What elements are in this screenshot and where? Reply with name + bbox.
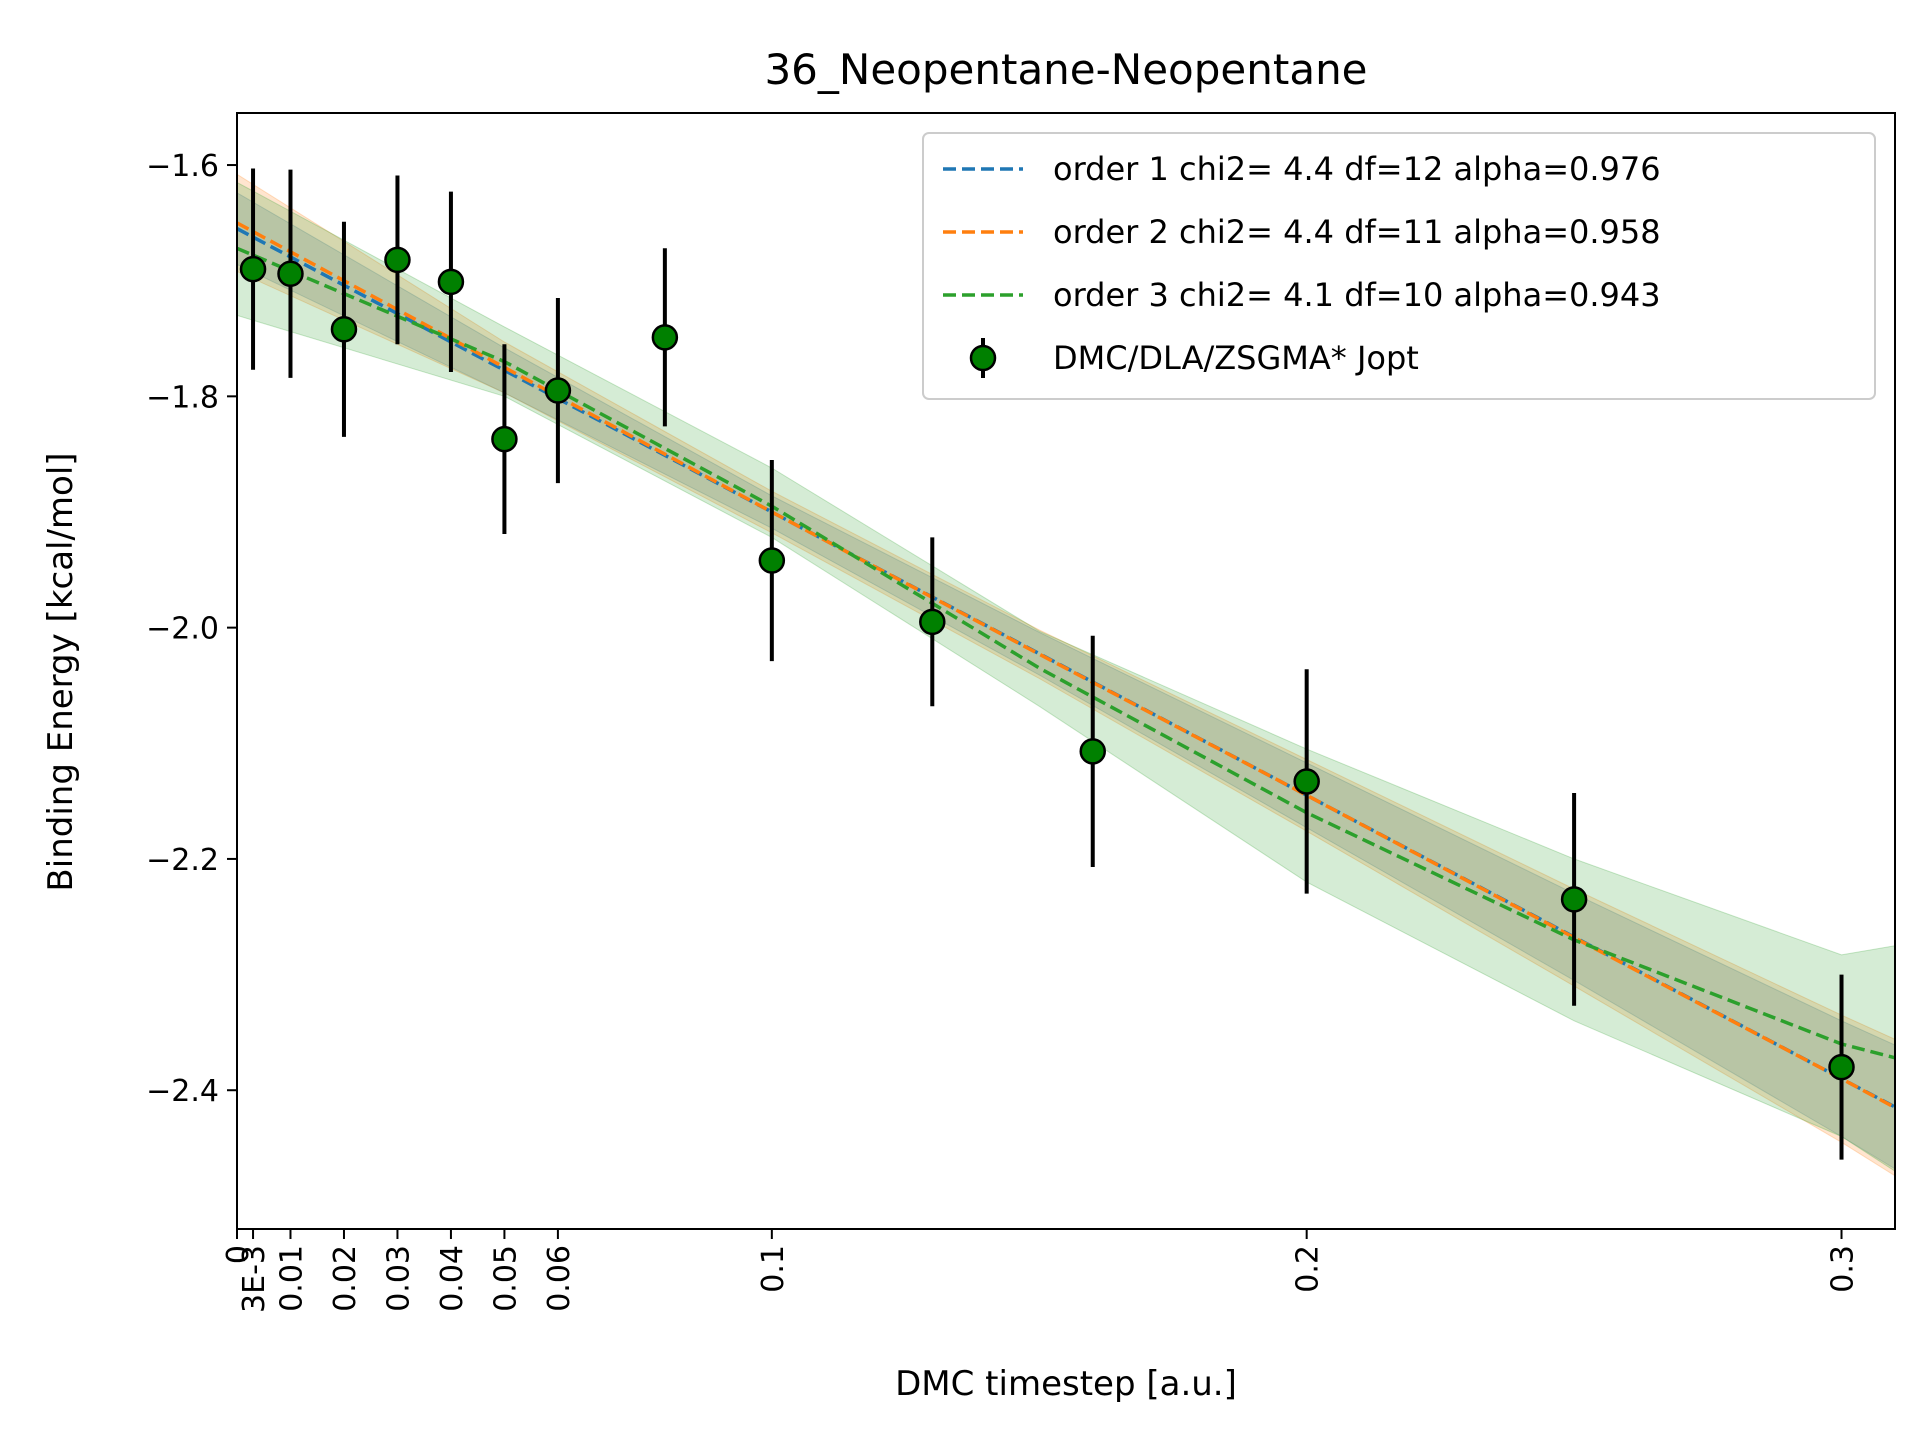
x-tick-label: 0.06 (542, 1245, 577, 1312)
x-tick-label: 0.04 (435, 1245, 470, 1312)
x-tick-label: 0.01 (275, 1245, 310, 1312)
x-tick-label: 0.05 (488, 1245, 523, 1312)
x-tick-label: 0 (221, 1245, 256, 1264)
chart-title: 36_Neopentane-Neopentane (764, 45, 1367, 94)
data-point (919, 608, 946, 636)
x-axis-label: DMC timestep [a.u.] (895, 1364, 1237, 1404)
plot-clip-group (237, 168, 1895, 1177)
fit-band-order-2 (237, 173, 1895, 1177)
x-tick-label: 0.2 (1291, 1245, 1326, 1293)
data-point (651, 324, 679, 351)
data-point (437, 268, 465, 296)
legend-swatch-marker (969, 344, 997, 372)
legend-label: order 3 chi2= 4.1 df=10 alpha=0.943 (1053, 276, 1661, 314)
legend-label: DMC/DLA/ZSGMA* Jopt (1053, 339, 1419, 377)
y-tick-label: −1.6 (146, 149, 219, 184)
legend-box (922, 132, 1876, 400)
data-point (384, 246, 411, 274)
fit-band-order-3 (237, 181, 1895, 1172)
data-point (491, 425, 518, 453)
x-tick-label: 0.1 (756, 1245, 791, 1293)
legend-label: order 2 chi2= 4.4 df=11 alpha=0.958 (1053, 213, 1661, 251)
x-tick-label: 0.3 (1826, 1245, 1861, 1293)
legend: order 1 chi2= 4.4 df=12 alpha=0.976 order… (922, 132, 1876, 400)
data-point (239, 255, 267, 283)
data-point (544, 377, 572, 404)
data-point (277, 260, 304, 288)
axes-frame (236, 112, 1896, 1230)
data-point (1560, 886, 1588, 913)
data-point (1828, 1053, 1855, 1081)
plot-area: 03E-3 0.01 0.02 0.03 0.04 0.05 0.06 0.1 0.2 0.3 −1… (146, 112, 1896, 1313)
y-tick-label: −2.0 (146, 612, 219, 647)
legend-label: order 1 chi2= 4.4 df=12 alpha=0.976 (1053, 150, 1661, 188)
y-axis-label: Binding Energy [kcal/mol] (41, 452, 81, 891)
x-tick-label: 0.03 (382, 1245, 417, 1312)
y-tick-label: −2.4 (146, 1074, 219, 1109)
y-tick-label: −2.2 (146, 843, 219, 878)
data-point (1293, 768, 1320, 795)
data-point (330, 316, 358, 343)
x-tick-label: 0.02 (328, 1245, 363, 1312)
data-point (1079, 738, 1106, 765)
data-point (758, 547, 786, 574)
y-tick-label: −1.8 (146, 380, 219, 415)
x-tick-label: 3E-3 (237, 1245, 272, 1313)
